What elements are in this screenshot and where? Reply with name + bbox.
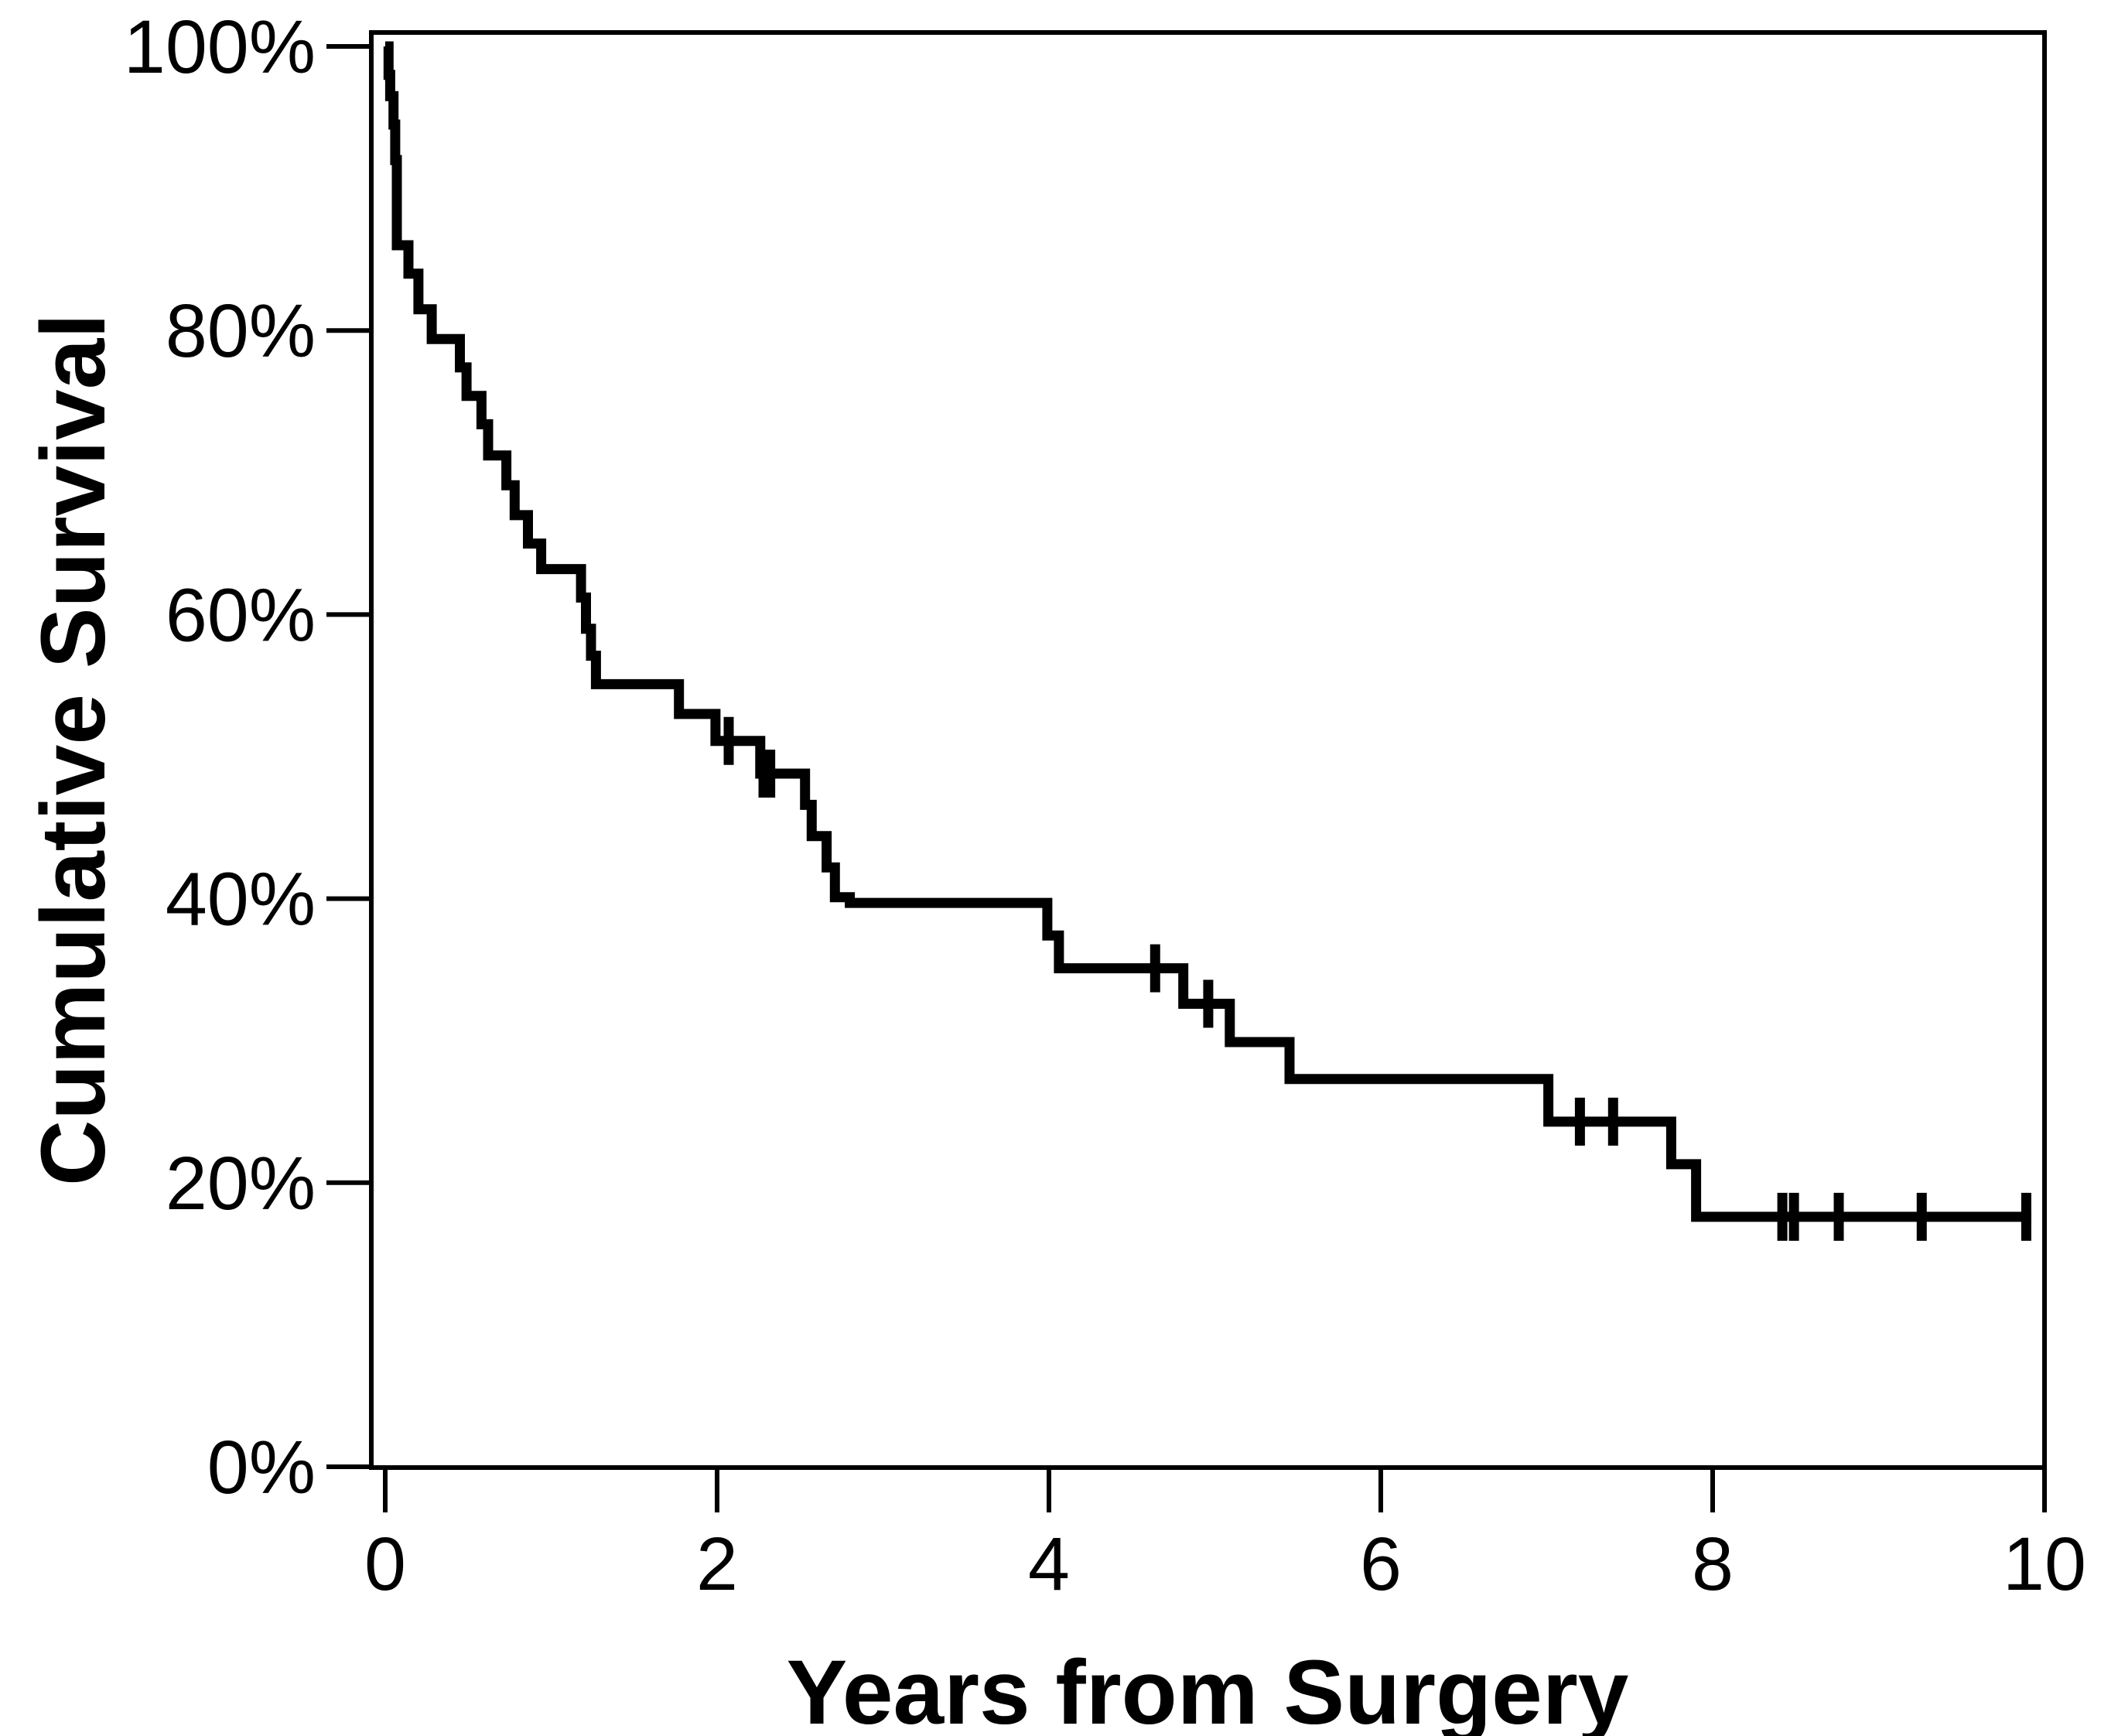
plot-layer: 0% 20% 40% 60% 80% 100% 0 2 4 6 8 10 — [124, 5, 2086, 1606]
y-tick-label: 60% — [166, 572, 316, 657]
y-tick-label: 20% — [166, 1141, 316, 1225]
y-tick-label: 0% — [207, 1425, 316, 1509]
x-tick-label: 2 — [696, 1522, 738, 1606]
y-axis-title: Cumulative Survival — [22, 313, 125, 1186]
x-tick-label: 0 — [364, 1522, 406, 1606]
plot-frame — [369, 30, 2047, 1470]
y-tick-label: 40% — [166, 857, 316, 941]
x-tick-label: 6 — [1360, 1522, 1402, 1606]
x-tick-label: 4 — [1028, 1522, 1070, 1606]
survival-step-curve — [383, 41, 2031, 1222]
y-tick-label: 100% — [124, 5, 316, 89]
x-axis-title: Years from Surgery — [787, 1642, 1629, 1736]
y-tick-label: 80% — [166, 289, 316, 373]
x-tick-label: 10 — [2003, 1522, 2086, 1606]
x-tick-label: 8 — [1692, 1522, 1734, 1606]
